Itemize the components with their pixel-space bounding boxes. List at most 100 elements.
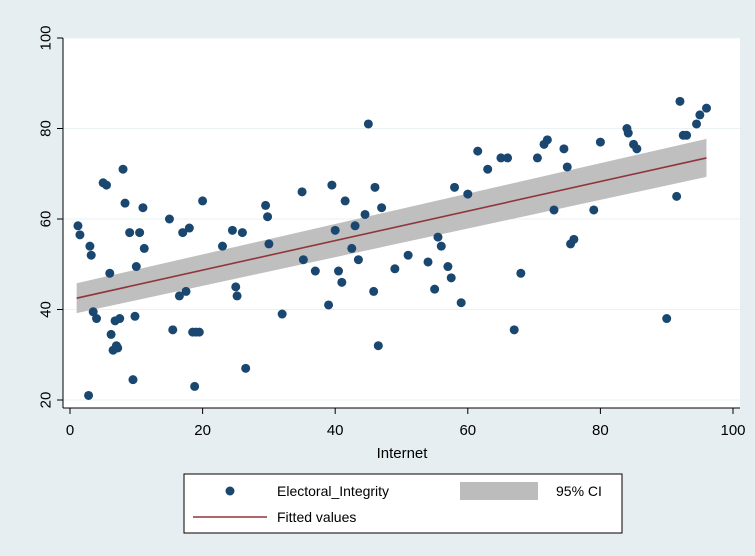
data-point [92,314,101,323]
data-point [433,233,442,242]
data-point [596,138,605,147]
legend-label-fit: Fitted values [277,509,356,525]
data-point [119,165,128,174]
data-point [447,273,456,282]
data-point [334,267,343,276]
data-point [662,314,671,323]
legend-label-points: Electoral_Integrity [277,483,389,499]
data-point [589,205,598,214]
data-point [261,201,270,210]
data-point [298,187,307,196]
data-point [85,242,94,251]
data-point [75,230,84,239]
data-point [102,181,111,190]
data-point [165,215,174,224]
data-point [218,242,227,251]
y-tick-label: 60 [37,211,54,228]
data-point [702,104,711,113]
data-point [73,221,82,230]
data-point [121,199,130,208]
data-point [105,269,114,278]
data-point [404,251,413,260]
data-point [264,239,273,248]
data-point [115,314,124,323]
data-point [632,144,641,153]
data-point [569,235,578,244]
data-point [299,255,308,264]
data-point [624,129,633,138]
data-point [311,267,320,276]
data-point [533,153,542,162]
y-axis-ticks: 20 40 60 80 100 [37,25,63,408]
data-point [228,226,237,235]
x-axis-ticks: 0 20 40 60 80 100 [66,408,746,439]
data-point [457,298,466,307]
legend-label-ci: 95% CI [556,483,602,499]
x-tick-label: 20 [194,422,211,439]
data-point [198,196,207,205]
data-point [430,285,439,294]
data-point [327,181,336,190]
data-point [324,300,333,309]
data-point [424,257,433,266]
data-point [195,328,204,337]
data-point [463,190,472,199]
data-point [231,282,240,291]
data-point [238,228,247,237]
data-point [682,131,691,140]
data-point [369,287,378,296]
data-point [241,364,250,373]
data-point [182,287,191,296]
data-point [190,382,199,391]
x-tick-label: 40 [327,422,344,439]
data-point [140,244,149,253]
data-point [675,97,684,106]
data-point [84,391,93,400]
data-point [390,264,399,273]
data-point [692,119,701,128]
data-point [437,242,446,251]
legend-swatch-ci [460,482,538,500]
data-point [125,228,134,237]
y-tick-label: 20 [37,392,54,409]
data-point [128,375,137,384]
data-point [450,183,459,192]
data-point [341,196,350,205]
data-point [331,226,340,235]
x-axis-title: Internet [377,445,429,462]
data-point [543,135,552,144]
data-point [672,192,681,201]
data-point [549,205,558,214]
data-point [510,325,519,334]
data-point [354,255,363,264]
data-point [377,203,386,212]
data-point [483,165,492,174]
y-tick-label: 80 [37,120,54,137]
x-tick-label: 80 [592,422,609,439]
data-point [516,269,525,278]
data-point [185,224,194,233]
data-point [263,212,272,221]
data-point [113,343,122,352]
data-point [559,144,568,153]
data-point [168,325,177,334]
data-point [351,221,360,230]
data-point [87,251,96,260]
data-point [347,244,356,253]
x-tick-label: 100 [720,422,745,439]
data-point [364,119,373,128]
data-point [361,210,370,219]
data-point [370,183,379,192]
data-point [473,147,482,156]
y-tick-label: 40 [37,301,54,318]
data-point [563,162,572,171]
data-point [132,262,141,271]
data-point [278,310,287,319]
data-point [503,153,512,162]
data-point [107,330,116,339]
data-point [695,110,704,119]
y-tick-label: 100 [37,25,54,50]
legend-marker-points [226,487,235,496]
data-point [233,291,242,300]
